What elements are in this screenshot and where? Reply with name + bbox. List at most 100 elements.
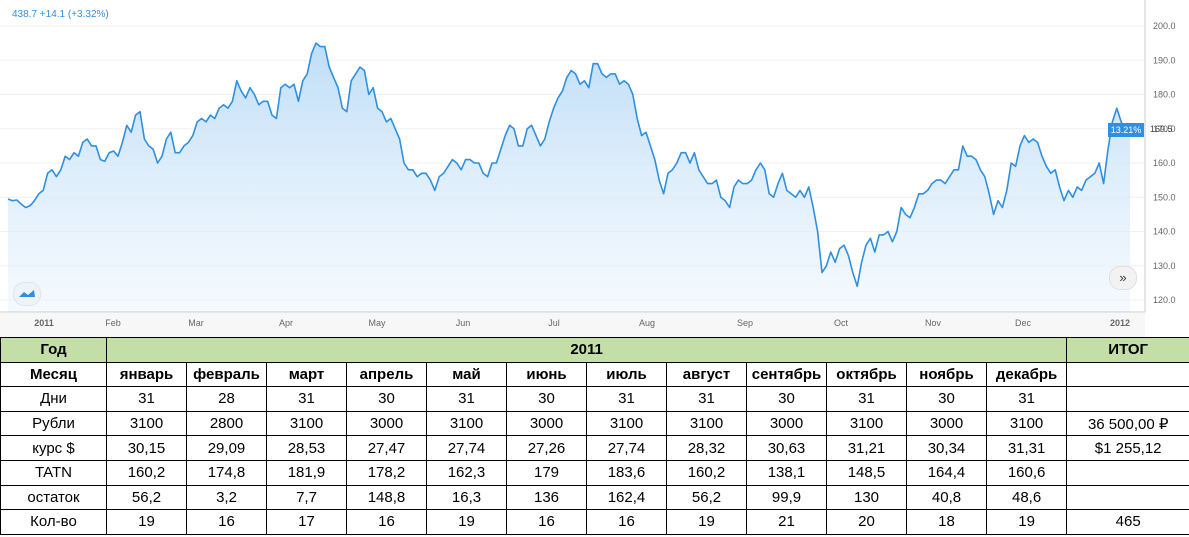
value-cell: 16 (346, 509, 427, 535)
table-row: остаток 56,2 3,2 7,7 148,8 16,3 136 162,4 56,2 99… (0, 484, 1189, 511)
x-tick-label: 2012 (1110, 318, 1130, 328)
value-cell: 28,53 (266, 435, 347, 461)
last-change-badge: 13.21% (1108, 123, 1144, 137)
month-cell: февраль (186, 361, 267, 388)
value-cell: 30,34 (906, 435, 987, 461)
value-cell: 3100 (826, 410, 907, 437)
row-label-cell: Дни (0, 386, 107, 412)
y-tick-label: 140.0 (1153, 227, 1176, 237)
x-tick-label: Aug (639, 318, 655, 328)
value-cell: 20 (826, 509, 907, 535)
value-cell: 3100 (985, 410, 1068, 437)
value-cell: 16 (586, 509, 667, 535)
y-tick-label: 160.0 (1153, 158, 1176, 168)
value-cell: 27,26 (506, 435, 587, 461)
y-tick-label: 190.0 (1153, 55, 1176, 65)
month-cell: май (426, 361, 507, 388)
value-cell: 40,8 (906, 484, 987, 511)
value-cell: 31 (985, 386, 1068, 412)
value-cell: 31 (666, 386, 747, 412)
value-cell: 136 (506, 484, 587, 511)
y-tick-label: 150.0 (1153, 192, 1176, 202)
value-cell: 31 (266, 386, 347, 412)
value-cell: 18 (906, 509, 987, 535)
chart-svg: 120.0 130.0 140.0 150.0 160.0 170.0 180.0 190.0… (0, 0, 1176, 328)
x-tick-label: Nov (925, 318, 942, 328)
month-label-cell: Месяц (0, 361, 107, 388)
value-cell: 19 (426, 509, 507, 535)
value-cell: 30 (346, 386, 427, 412)
value-cell: 130 (826, 484, 907, 511)
month-header-row: Месяц январь февраль март апрель май июнь июль… (0, 361, 1189, 388)
row-total-cell (1066, 386, 1189, 412)
y-tick-label: 130.0 (1153, 261, 1176, 271)
row-total-cell: $1 255,12 (1066, 435, 1189, 461)
value-cell: 16,3 (426, 484, 507, 511)
value-cell: 19 (106, 509, 187, 535)
table-row: Кол-во 19 16 17 16 19 16 16 19 21 20 18 19 465 (0, 509, 1189, 535)
month-cell: январь (106, 361, 187, 388)
row-total-cell (1066, 459, 1189, 486)
x-tick-label: May (368, 318, 386, 328)
row-label-cell: Рубли (0, 410, 107, 437)
value-cell: 162,4 (586, 484, 667, 511)
value-cell: 28,32 (666, 435, 747, 461)
value-cell: 3000 (746, 410, 827, 437)
value-cell: 29,09 (186, 435, 267, 461)
y-tick-label: 200.0 (1153, 21, 1176, 31)
value-cell: 31,21 (826, 435, 907, 461)
value-cell: 16 (506, 509, 587, 535)
value-cell: 19 (985, 509, 1068, 535)
value-cell: 138,1 (746, 459, 827, 486)
table-row: Дни 31 28 31 30 31 30 31 31 30 31 30 31 (0, 386, 1189, 412)
value-cell: 148,8 (346, 484, 427, 511)
table-row: курс $30,15 29,09 28,53 27,47 27,74 27,26 27,7… (0, 435, 1189, 461)
value-cell: 160,6 (985, 459, 1068, 486)
row-total-cell: 465 (1066, 509, 1189, 535)
value-cell: 164,4 (906, 459, 987, 486)
month-cell: август (666, 361, 747, 388)
budget-table: Год 2011 ИТОГ Месяц январь февраль март апр… (0, 337, 1189, 535)
y-tick-label: 180.0 (1153, 90, 1176, 100)
value-cell: 31 (586, 386, 667, 412)
year-label-cell: Год (0, 337, 107, 363)
month-cell: июль (586, 361, 667, 388)
value-cell: 28 (186, 386, 267, 412)
value-cell: 3100 (266, 410, 347, 437)
value-cell: 3000 (506, 410, 587, 437)
total-label-cell: ИТОГ (1066, 337, 1189, 363)
month-cell: сентябрь (746, 361, 827, 388)
value-cell: 56,2 (106, 484, 187, 511)
value-cell: 27,74 (426, 435, 507, 461)
x-tick-label: Feb (105, 318, 121, 328)
value-cell: 162,3 (426, 459, 507, 486)
value-cell: 2800 (186, 410, 267, 437)
value-cell: 160,2 (666, 459, 747, 486)
chevron-right-icon[interactable]: » (1109, 266, 1137, 290)
value-cell: 17 (266, 509, 347, 535)
value-cell: 181,9 (266, 459, 347, 486)
year-header-row: Год 2011 ИТОГ (0, 337, 1189, 363)
x-tick-label: Jun (456, 318, 471, 328)
value-cell: 56,2 (666, 484, 747, 511)
value-cell: 7,7 (266, 484, 347, 511)
y-tick-label: 120.0 (1153, 295, 1176, 305)
x-tick-label: Sep (737, 318, 753, 328)
row-label-cell: Кол-во (0, 509, 107, 535)
month-cell: июнь (506, 361, 587, 388)
table-row: Рубли 3100 2800 3100 3000 3100 3000 3100 3100 300… (0, 410, 1189, 437)
row-total-cell: 36 500,00 ₽ (1066, 410, 1189, 437)
value-cell: 179 (506, 459, 587, 486)
row-label-cell: курс $ (0, 435, 107, 461)
x-tick-label: Jul (548, 318, 560, 328)
value-cell: 174,8 (186, 459, 267, 486)
x-tick-label: Dec (1015, 318, 1032, 328)
value-cell: 48,6 (985, 484, 1068, 511)
x-tick-label: Oct (834, 318, 849, 328)
month-cell: апрель (346, 361, 427, 388)
value-cell: 99,9 (746, 484, 827, 511)
value-cell: 27,74 (586, 435, 667, 461)
value-cell: 21 (746, 509, 827, 535)
value-cell: 16 (186, 509, 267, 535)
value-cell: 27,47 (346, 435, 427, 461)
